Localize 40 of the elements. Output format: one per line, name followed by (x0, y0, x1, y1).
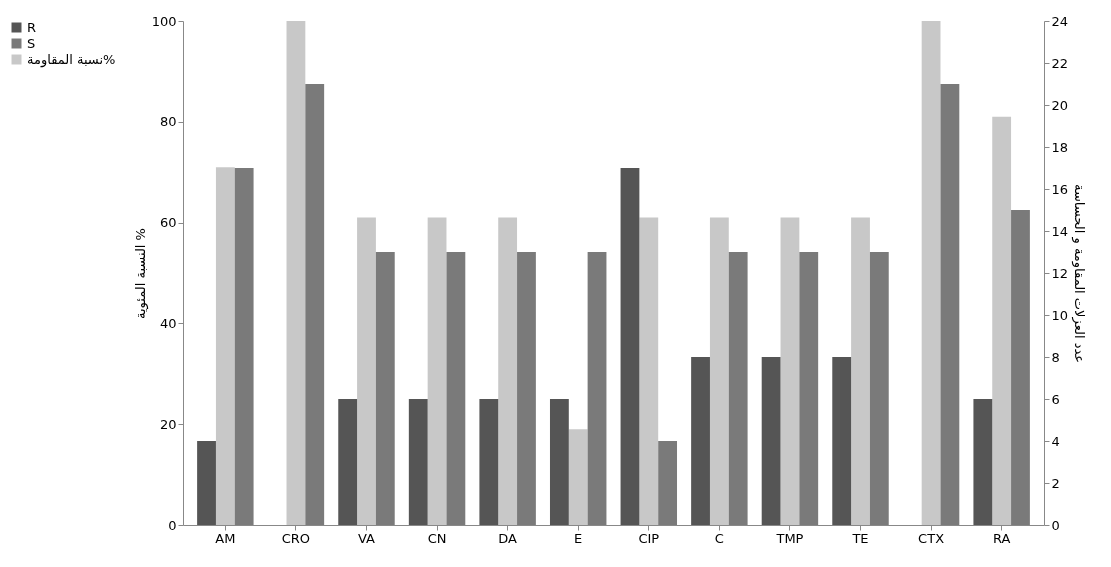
x-tick-label: TMP (775, 530, 804, 546)
y2-tick-label: 24 (1051, 13, 1069, 29)
bar (587, 252, 607, 525)
y2-tick-label: 18 (1051, 139, 1069, 155)
y2-tick-label: 6 (1051, 391, 1060, 407)
y-tick-label: 20 (159, 416, 177, 432)
y-tick-label: 100 (151, 13, 177, 29)
y2-tick-label: 4 (1051, 433, 1060, 449)
legend-label: S (27, 35, 36, 51)
x-tick-label: CRO (281, 530, 311, 546)
y2-tick-label: 22 (1051, 55, 1069, 71)
x-tick-label: CN (427, 530, 447, 546)
y2-tick-label: 10 (1051, 307, 1069, 323)
y-tick-label: 80 (159, 114, 177, 130)
x-tick-label: DA (498, 530, 518, 546)
y2-tick-label: 0 (1051, 517, 1060, 533)
y-tick-label: 60 (159, 215, 177, 231)
bar (658, 441, 678, 525)
x-tick-label: C (714, 530, 724, 546)
y2-tick-label: 12 (1051, 265, 1069, 281)
y2-tick-label: 14 (1051, 223, 1069, 239)
bar (973, 399, 993, 525)
y2-tick-label: 16 (1051, 181, 1069, 197)
x-tick-label: RA (992, 530, 1011, 546)
x-tick-label: CTX (918, 530, 945, 546)
y-tick-label: 40 (159, 315, 177, 331)
y-axis-title: النسبة المئوية % (132, 228, 149, 319)
y2-axis-title: عدد العزلات المقاومة و الحساسة (1071, 183, 1088, 364)
x-tick-label: CIP (638, 530, 660, 546)
legend-label: نسبة المقاومة% (27, 51, 116, 68)
x-tick-label: AM (215, 530, 236, 546)
y2-tick-label: 8 (1051, 349, 1060, 365)
legend-label: R (27, 19, 37, 35)
x-tick-label: TE (851, 530, 869, 546)
bar (197, 441, 216, 525)
y2-tick-label: 2 (1051, 475, 1060, 491)
y-tick-label: 0 (168, 517, 177, 533)
y2-tick-label: 20 (1051, 97, 1069, 113)
x-tick-label: VA (358, 530, 376, 546)
x-tick-label: E (574, 530, 583, 546)
